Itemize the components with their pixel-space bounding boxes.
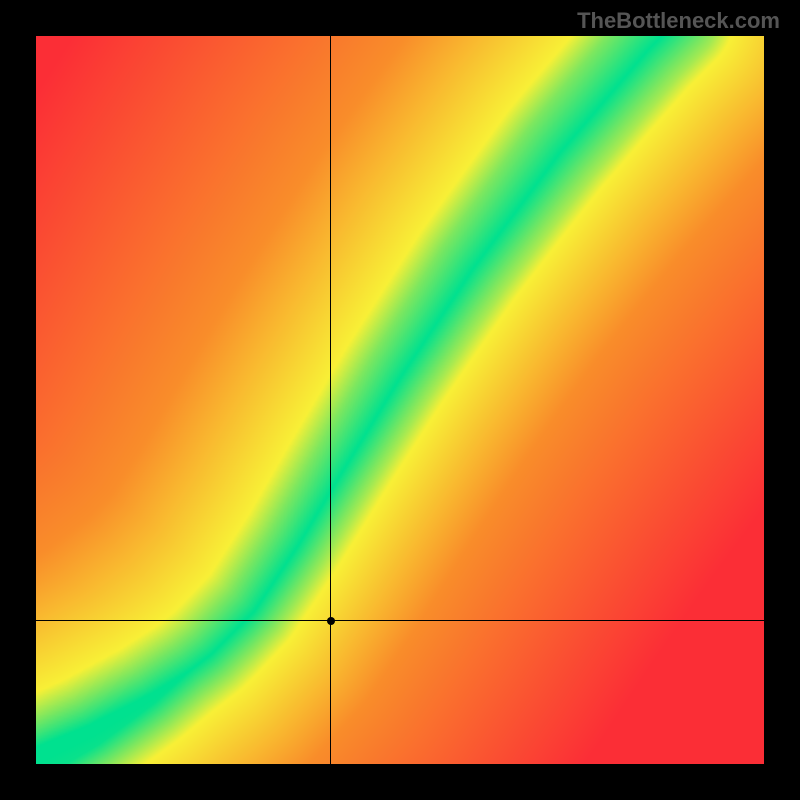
heatmap-canvas [36,36,764,764]
marker-dot [327,617,335,625]
crosshair-horizontal [36,620,764,621]
plot-area [36,36,764,764]
chart-container: TheBottleneck.com [0,0,800,800]
watermark-text: TheBottleneck.com [577,8,780,34]
crosshair-vertical [330,36,331,764]
